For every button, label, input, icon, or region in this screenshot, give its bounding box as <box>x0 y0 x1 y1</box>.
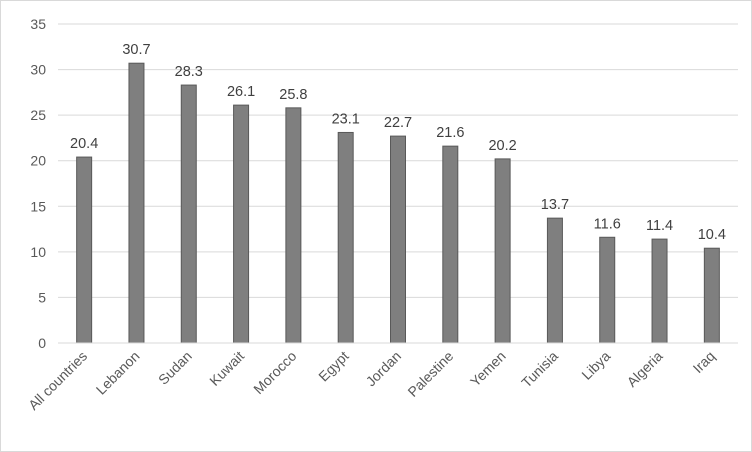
y-tick-label: 30 <box>30 62 46 78</box>
bar <box>233 104 250 344</box>
x-axis: All countries Lebanon Sudan Kuwait Morocco Eg… <box>25 342 738 413</box>
x-tick-label: Kuwait <box>206 348 247 389</box>
bar <box>390 135 406 344</box>
bar <box>337 131 354 344</box>
x-tick-label: Tunisia <box>518 348 561 391</box>
data-label: 13.7 <box>541 197 569 213</box>
bar <box>546 217 563 344</box>
data-label: 25.8 <box>279 87 307 103</box>
x-tick-label: Iraq <box>690 348 718 376</box>
data-label: 11.4 <box>646 218 673 234</box>
data-label: 20.4 <box>70 136 98 152</box>
x-tick-label: Lebanon <box>93 348 143 398</box>
x-tick-label: Jordan <box>363 348 405 390</box>
bars <box>76 62 720 344</box>
y-tick-label: 35 <box>30 16 46 32</box>
bar <box>599 236 616 344</box>
bar <box>285 107 302 344</box>
y-tick-label: 15 <box>30 198 46 214</box>
data-label: 21.6 <box>436 125 464 141</box>
data-label: 26.1 <box>227 84 255 100</box>
bar <box>651 238 668 344</box>
y-tick-label: 20 <box>30 153 46 169</box>
bar <box>128 62 145 344</box>
bar <box>76 156 93 344</box>
x-tick-label: Palestine <box>404 348 456 400</box>
y-tick-label: 0 <box>38 335 46 351</box>
x-tick-label: Yemen <box>467 348 509 390</box>
y-tick-label: 10 <box>30 244 46 260</box>
x-tick-label: Libya <box>578 348 613 383</box>
x-tick-label: Morocco <box>250 348 299 397</box>
bar <box>180 84 197 344</box>
x-tick-label: Sudan <box>155 348 195 388</box>
data-label: 30.7 <box>122 42 150 58</box>
data-label: 28.3 <box>175 64 203 80</box>
data-label: 23.1 <box>332 111 360 127</box>
x-tick-label: All countries <box>25 348 90 413</box>
data-label: 20.2 <box>488 138 516 154</box>
y-tick-label: 25 <box>30 107 46 123</box>
bar <box>703 247 720 344</box>
y-axis: 0 5 10 15 20 25 30 35 <box>30 16 46 351</box>
bar <box>442 145 459 344</box>
data-labels: 20.4 30.7 28.3 26.1 25.8 23.1 22.7 21.6 20.2 13.7… <box>70 42 726 243</box>
data-label: 22.7 <box>384 115 412 131</box>
x-tick-label: Algeria <box>624 348 666 390</box>
bar <box>494 158 511 344</box>
data-label: 11.6 <box>594 216 621 232</box>
x-tick-label: Egypt <box>315 348 352 385</box>
data-label: 10.4 <box>698 227 726 243</box>
y-tick-label: 5 <box>38 289 46 305</box>
